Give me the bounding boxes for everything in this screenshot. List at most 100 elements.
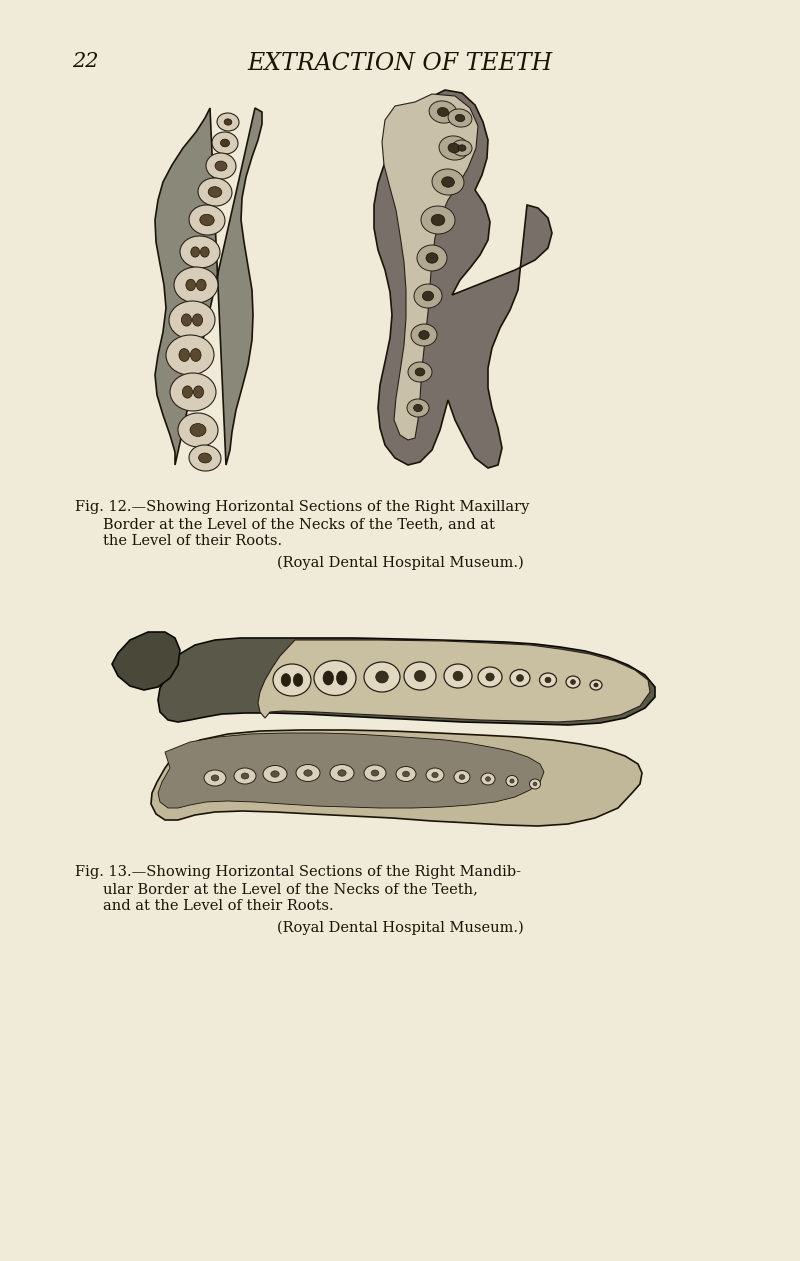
- Polygon shape: [158, 638, 655, 725]
- Ellipse shape: [200, 214, 214, 226]
- Ellipse shape: [506, 776, 518, 787]
- Ellipse shape: [414, 405, 422, 411]
- Ellipse shape: [182, 314, 191, 327]
- Ellipse shape: [454, 770, 470, 783]
- Ellipse shape: [444, 665, 472, 689]
- Ellipse shape: [376, 671, 388, 683]
- Ellipse shape: [217, 113, 239, 131]
- Ellipse shape: [182, 386, 193, 398]
- Ellipse shape: [234, 768, 256, 784]
- Ellipse shape: [421, 206, 455, 235]
- Ellipse shape: [452, 140, 472, 156]
- Ellipse shape: [414, 671, 426, 682]
- Ellipse shape: [204, 770, 226, 786]
- Text: ular Border at the Level of the Necks of the Teeth,: ular Border at the Level of the Necks of…: [103, 881, 478, 897]
- Ellipse shape: [396, 767, 416, 782]
- Ellipse shape: [211, 776, 219, 781]
- Ellipse shape: [453, 671, 463, 681]
- Ellipse shape: [459, 774, 465, 779]
- Ellipse shape: [314, 661, 356, 696]
- Ellipse shape: [517, 675, 523, 681]
- Ellipse shape: [411, 324, 437, 346]
- Ellipse shape: [338, 769, 346, 777]
- Text: (Royal Dental Hospital Museum.): (Royal Dental Hospital Museum.): [277, 556, 523, 570]
- Text: Fig. 13.—Showing Horizontal Sections of the Right Mandib-: Fig. 13.—Showing Horizontal Sections of …: [75, 865, 521, 879]
- Ellipse shape: [407, 398, 429, 417]
- Ellipse shape: [408, 362, 432, 382]
- Polygon shape: [155, 108, 262, 465]
- Polygon shape: [112, 632, 180, 690]
- Ellipse shape: [190, 247, 200, 257]
- Ellipse shape: [432, 169, 464, 195]
- Ellipse shape: [442, 177, 454, 187]
- Text: Border at the Level of the Necks of the Teeth, and at: Border at the Level of the Necks of the …: [103, 517, 495, 531]
- Ellipse shape: [273, 665, 311, 696]
- Ellipse shape: [431, 214, 445, 226]
- Text: (Royal Dental Hospital Museum.): (Royal Dental Hospital Museum.): [277, 921, 523, 936]
- Ellipse shape: [190, 424, 206, 436]
- Ellipse shape: [570, 680, 575, 685]
- Ellipse shape: [221, 139, 230, 146]
- Ellipse shape: [330, 764, 354, 782]
- Polygon shape: [258, 641, 650, 723]
- Ellipse shape: [530, 779, 541, 789]
- Ellipse shape: [414, 284, 442, 308]
- Text: 22: 22: [72, 52, 98, 71]
- Ellipse shape: [208, 187, 222, 197]
- Ellipse shape: [281, 673, 290, 686]
- Ellipse shape: [194, 386, 203, 398]
- Polygon shape: [382, 95, 478, 440]
- Ellipse shape: [539, 673, 557, 687]
- Ellipse shape: [481, 773, 495, 786]
- Ellipse shape: [419, 330, 429, 339]
- Ellipse shape: [486, 673, 494, 681]
- Ellipse shape: [224, 119, 232, 125]
- Ellipse shape: [478, 667, 502, 687]
- Ellipse shape: [189, 445, 221, 472]
- Ellipse shape: [197, 279, 206, 291]
- Ellipse shape: [371, 770, 379, 776]
- Ellipse shape: [169, 301, 215, 339]
- Ellipse shape: [337, 671, 347, 685]
- Ellipse shape: [179, 348, 190, 362]
- Ellipse shape: [594, 683, 598, 687]
- Ellipse shape: [458, 145, 466, 151]
- Ellipse shape: [426, 768, 444, 782]
- Ellipse shape: [590, 680, 602, 690]
- Ellipse shape: [438, 107, 449, 116]
- Ellipse shape: [174, 267, 218, 303]
- Polygon shape: [374, 90, 552, 468]
- Ellipse shape: [206, 153, 236, 179]
- Ellipse shape: [404, 662, 436, 690]
- Ellipse shape: [186, 279, 195, 291]
- Ellipse shape: [180, 236, 220, 269]
- Text: EXTRACTION OF TEETH: EXTRACTION OF TEETH: [247, 52, 553, 74]
- Ellipse shape: [417, 245, 447, 271]
- Ellipse shape: [296, 764, 320, 782]
- Ellipse shape: [178, 414, 218, 446]
- Ellipse shape: [241, 773, 249, 779]
- Ellipse shape: [455, 115, 465, 121]
- Ellipse shape: [200, 247, 210, 257]
- Ellipse shape: [439, 136, 469, 160]
- Ellipse shape: [432, 772, 438, 778]
- Ellipse shape: [190, 348, 201, 362]
- Ellipse shape: [270, 770, 279, 777]
- Ellipse shape: [304, 769, 312, 777]
- Ellipse shape: [263, 765, 287, 783]
- Ellipse shape: [193, 314, 202, 327]
- Ellipse shape: [486, 777, 490, 782]
- Ellipse shape: [170, 373, 216, 411]
- Ellipse shape: [415, 368, 425, 376]
- Polygon shape: [158, 733, 544, 808]
- Ellipse shape: [364, 662, 400, 692]
- Text: Fig. 12.—Showing Horizontal Sections of the Right Maxillary: Fig. 12.—Showing Horizontal Sections of …: [75, 501, 530, 514]
- Ellipse shape: [364, 765, 386, 781]
- Polygon shape: [151, 730, 642, 826]
- Ellipse shape: [323, 671, 334, 685]
- Ellipse shape: [422, 291, 434, 301]
- Ellipse shape: [212, 132, 238, 154]
- Ellipse shape: [510, 779, 514, 783]
- Ellipse shape: [198, 178, 232, 206]
- Ellipse shape: [533, 782, 537, 786]
